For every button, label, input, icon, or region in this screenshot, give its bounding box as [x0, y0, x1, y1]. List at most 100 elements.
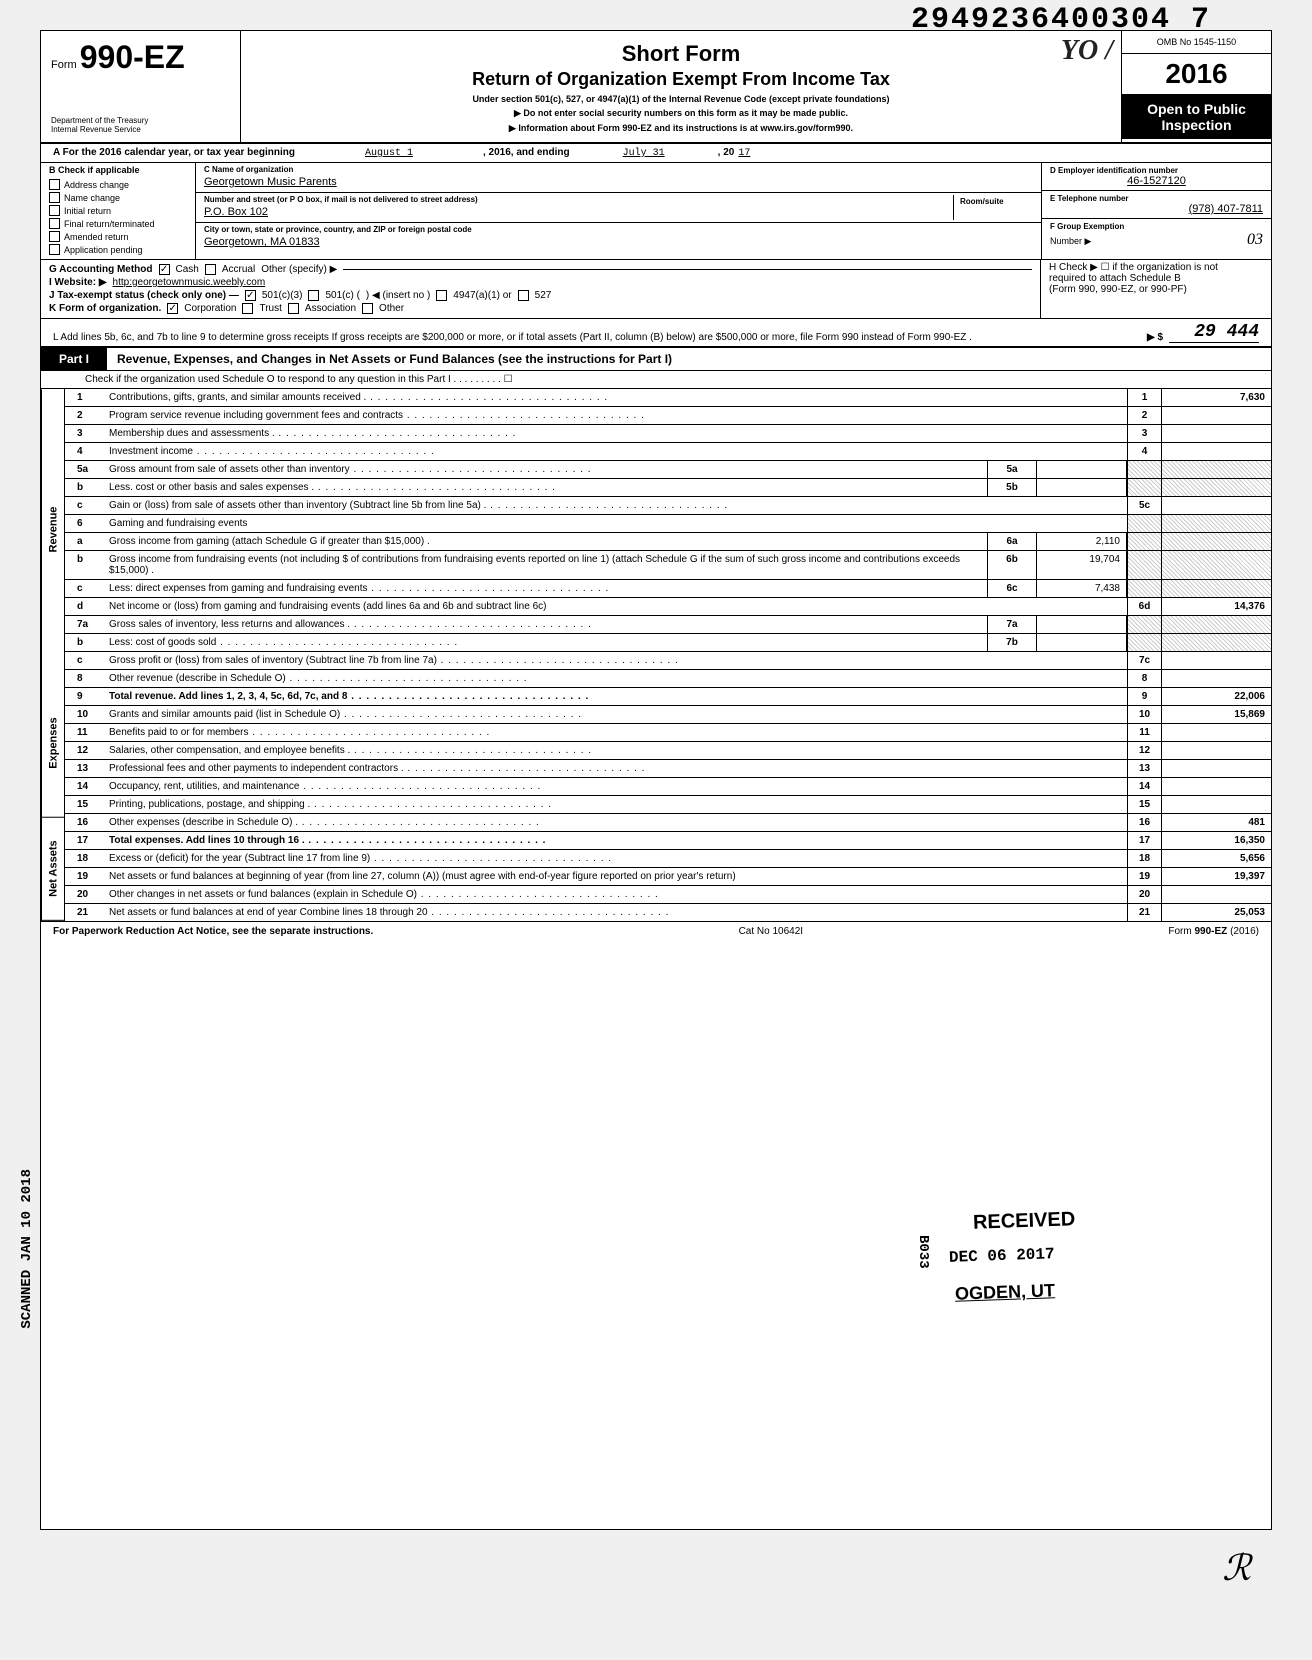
line-21-txt: Net assets or fund balances at end of ye… — [105, 904, 1127, 921]
line-3: 3Membership dues and assessments . 3 — [65, 425, 1271, 443]
line-15-amt — [1161, 796, 1271, 813]
line-5a-mid — [1037, 461, 1127, 478]
line-2: 2Program service revenue including gover… — [65, 407, 1271, 425]
part-1-title: Revenue, Expenses, and Changes in Net As… — [107, 348, 682, 370]
chk-amended[interactable]: Amended return — [49, 231, 187, 242]
line-6a-txt: Gross income from gaming (attach Schedul… — [105, 533, 987, 550]
chk-527[interactable] — [518, 290, 529, 301]
chk-application-pending[interactable]: Application pending — [49, 244, 187, 255]
line-1-txt: Contributions, gifts, grants, and simila… — [105, 389, 1127, 406]
k-corp: Corporation — [184, 303, 236, 314]
dept-1: Department of the Treasury — [51, 116, 230, 125]
gijk-left: G Accounting Method ✓ Cash Accrual Other… — [41, 260, 1041, 318]
chk-cash[interactable]: ✓ — [159, 264, 170, 275]
checkbox-icon — [49, 218, 60, 229]
chk-name-change[interactable]: Name change — [49, 192, 187, 203]
checkbox-icon — [49, 244, 60, 255]
row-a: A For the 2016 calendar year, or tax yea… — [41, 144, 1271, 163]
c-city-row: City or town, state or province, country… — [196, 223, 1041, 252]
footer-mid: Cat No 10642I — [739, 926, 804, 937]
chk-assoc[interactable] — [288, 303, 299, 314]
checkbox-icon — [49, 179, 60, 190]
tax-year-yy: 17 — [738, 148, 750, 159]
part-1-bar: Part I Revenue, Expenses, and Changes in… — [41, 348, 1271, 371]
line-9-amt: 22,006 — [1161, 688, 1271, 705]
col-c: C Name of organization Georgetown Music … — [196, 163, 1041, 259]
line-9: 9Total revenue. Add lines 1, 2, 3, 4, 5c… — [65, 688, 1271, 706]
checkbox-icon — [49, 205, 60, 216]
org-address: P.O. Box 102 — [204, 206, 953, 218]
line-7c-txt: Gross profit or (loss) from sales of inv… — [105, 652, 1127, 669]
line-19: 19Net assets or fund balances at beginni… — [65, 868, 1271, 886]
hand-annotation: YO / — [1061, 35, 1113, 67]
checkbox-icon — [49, 231, 60, 242]
row-a-mid: , 2016, and ending — [483, 147, 570, 158]
line-17-amt: 16,350 — [1161, 832, 1271, 849]
b033-stamp: B033 — [915, 1235, 931, 1269]
line-11-amt — [1161, 724, 1271, 741]
line-14: 14Occupancy, rent, utilities, and mainte… — [65, 778, 1271, 796]
f-row: F Group Exemption Number ▶ 03 — [1042, 219, 1271, 259]
part-1-check: Check if the organization used Schedule … — [41, 371, 1271, 389]
row-l: L Add lines 5b, 6c, and 7b to line 9 to … — [41, 319, 1271, 348]
line-1-amt: 7,630 — [1161, 389, 1271, 406]
room-suite-label: Room/suite — [953, 195, 1033, 220]
chk-label: Address change — [64, 180, 129, 190]
c-city-label: City or town, state or province, country… — [204, 225, 1033, 234]
warn-1: ▶ Do not enter social security numbers o… — [251, 108, 1111, 119]
line-12-amt — [1161, 742, 1271, 759]
line-16-txt: Other expenses (describe in Schedule O) … — [105, 814, 1127, 831]
l-text: L Add lines 5b, 6c, and 7b to line 9 to … — [53, 332, 1147, 343]
b-header: B Check if applicable — [49, 165, 187, 175]
dept-block: Department of the Treasury Internal Reve… — [51, 116, 230, 134]
j-insert: ) ◀ (insert no ) — [366, 290, 430, 301]
d-label: D Employer identification number — [1050, 166, 1263, 175]
chk-final-return[interactable]: Final return/terminated — [49, 218, 187, 229]
line-5a: 5aGross amount from sale of assets other… — [65, 461, 1271, 479]
org-name: Georgetown Music Parents — [204, 176, 1033, 188]
footer-right-suf: (2016) — [1230, 926, 1259, 937]
tax-year-begin: August 1 — [299, 148, 479, 159]
chk-initial-return[interactable]: Initial return — [49, 205, 187, 216]
part-1-label: Part I — [41, 348, 107, 370]
tax-year-end: July 31 — [574, 148, 714, 159]
g-label: G Accounting Method — [49, 264, 153, 275]
f-label: F Group Exemption — [1050, 222, 1263, 231]
line-6d-txt: Net income or (loss) from gaming and fun… — [105, 598, 1127, 615]
line-10-txt: Grants and similar amounts paid (list in… — [105, 706, 1127, 723]
group-exemption: 03 — [1247, 231, 1263, 249]
line-14-amt — [1161, 778, 1271, 795]
chk-label: Name change — [64, 193, 120, 203]
line-19-txt: Net assets or fund balances at beginning… — [105, 868, 1127, 885]
line-13-amt — [1161, 760, 1271, 777]
g-cash: Cash — [176, 264, 199, 275]
section-bcdef: B Check if applicable Address change Nam… — [41, 163, 1271, 260]
chk-501c3[interactable]: ✓ — [245, 290, 256, 301]
chk-label: Amended return — [64, 232, 129, 242]
line-7b: bLess: cost of goods sold 7b — [65, 634, 1271, 652]
form-header: Form 990-EZ Department of the Treasury I… — [41, 31, 1271, 144]
k-assoc: Association — [305, 303, 356, 314]
line-21-amt: 25,053 — [1161, 904, 1271, 921]
line-6c: cLess: direct expenses from gaming and f… — [65, 580, 1271, 598]
g-other-fill — [343, 269, 1032, 270]
j-4947: 4947(a)(1) or — [453, 290, 511, 301]
received-date-stamp: DEC 06 2017 — [933, 1239, 1072, 1274]
line-6a: aGross income from gaming (attach Schedu… — [65, 533, 1271, 551]
line-6d-amt: 14,376 — [1161, 598, 1271, 615]
chk-address-change[interactable]: Address change — [49, 179, 187, 190]
chk-corp[interactable]: ✓ — [167, 303, 178, 314]
chk-501c[interactable] — [308, 290, 319, 301]
line-5c-amt — [1161, 497, 1271, 514]
line-6a-mid: 2,110 — [1037, 533, 1127, 550]
chk-4947[interactable] — [436, 290, 447, 301]
line-10: 10Grants and similar amounts paid (list … — [65, 706, 1271, 724]
j-501c3: 501(c)(3) — [262, 290, 303, 301]
header-right: OMB No 1545-1150 2016 Open to Public Ins… — [1121, 31, 1271, 142]
chk-trust[interactable] — [242, 303, 253, 314]
side-expenses: Expenses — [41, 670, 65, 818]
chk-other[interactable] — [362, 303, 373, 314]
check-icon: ✓ — [246, 291, 254, 301]
chk-accrual[interactable] — [205, 264, 216, 275]
line-15-txt: Printing, publications, postage, and shi… — [105, 796, 1127, 813]
